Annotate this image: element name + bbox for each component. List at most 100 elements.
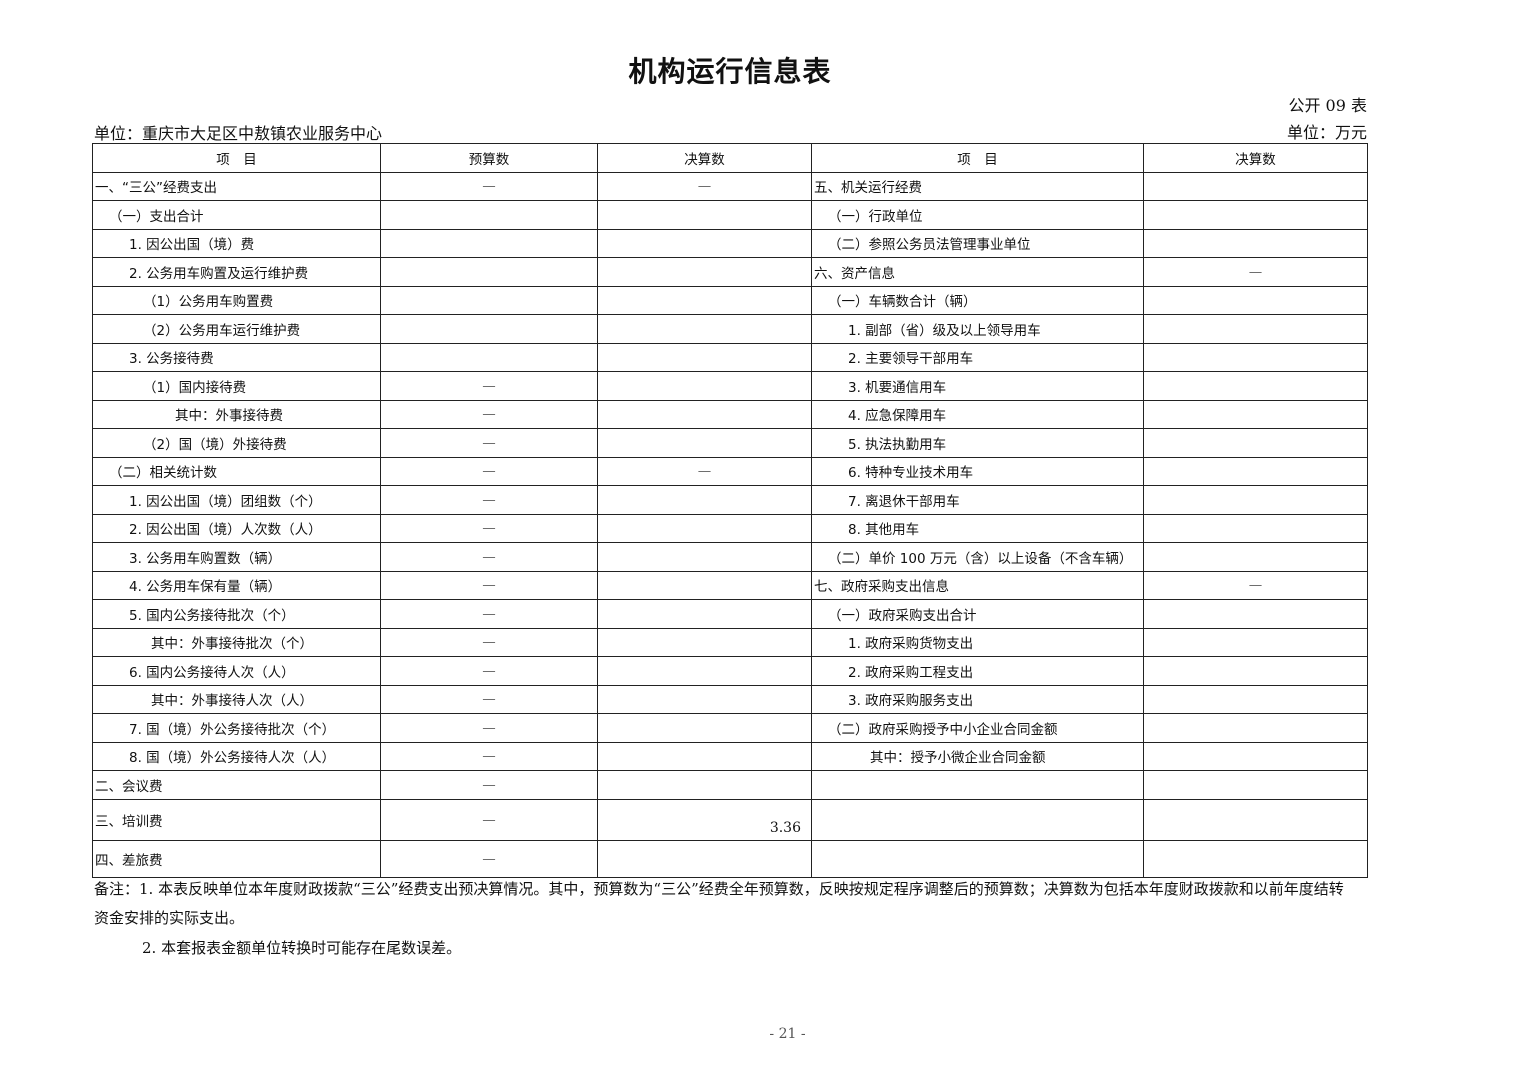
item-left: （2）国（境）外接待费: [92, 428, 381, 458]
table-row: （2）国（境）外接待费 — 5. 执法执勤用车: [92, 428, 1368, 458]
item-right: 1. 副部（省）级及以上领导用车: [811, 314, 1144, 344]
final-value-right: [1143, 171, 1368, 201]
item-right: （一）行政单位: [811, 200, 1144, 230]
table-row: （一）支出合计 （一）行政单位: [92, 200, 1368, 230]
info-table: 项 目 预算数 决算数 项 目 决算数 一、“三公”经费支出 — — 五、机关运行经费…: [92, 143, 1368, 878]
table-row: （2）公务用车运行维护费 1. 副部（省）级及以上领导用车: [92, 314, 1368, 344]
table-row: （二）相关统计数 — —6. 特种专业技术用车: [92, 456, 1368, 486]
item-left: 1. 因公出国（境）团组数（个）: [92, 485, 381, 515]
header-item-right: 项 目: [811, 143, 1144, 173]
final-value-left: [597, 257, 812, 287]
budget-value: —: [380, 713, 598, 743]
budget-value: —: [380, 371, 598, 401]
table-row: 其中：外事接待批次（个） — 1. 政府采购货物支出: [92, 627, 1368, 657]
final-value-right: [1143, 542, 1368, 572]
item-left: 2. 因公出国（境）人次数（人）: [92, 513, 381, 543]
final-value-left: [597, 599, 812, 629]
budget-value: —: [380, 599, 598, 629]
item-left: 4. 公务用车保有量（辆）: [92, 570, 381, 600]
budget-value: —: [380, 798, 598, 841]
final-value-right: [1143, 513, 1368, 543]
final-value-right: [1143, 627, 1368, 657]
final-value-left: [597, 371, 812, 401]
item-left: 1. 因公出国（境）费: [92, 228, 381, 258]
budget-value: [380, 314, 598, 344]
final-value-left: —: [597, 171, 812, 201]
item-left: 7. 国（境）外公务接待批次（个）: [92, 713, 381, 743]
item-left: 3. 公务接待费: [92, 342, 381, 372]
final-value-right: [1143, 314, 1368, 344]
item-right: 4. 应急保障用车: [811, 399, 1144, 429]
final-value-left: [597, 627, 812, 657]
final-value-right: —: [1143, 570, 1368, 600]
budget-value: —: [380, 570, 598, 600]
item-right: 其中：授予小微企业合同金额: [811, 741, 1144, 771]
budget-value: [380, 285, 598, 315]
table-row: 1. 因公出国（境）费 （二）参照公务员法管理事业单位: [92, 228, 1368, 258]
header-final-left: 决算数: [597, 143, 812, 173]
table-row: 3. 公务接待费 2. 主要领导干部用车: [92, 342, 1368, 372]
budget-value: —: [380, 770, 598, 800]
organization-unit: 单位：重庆市大足区中敖镇农业服务中心: [94, 124, 383, 143]
item-right: （二）参照公务员法管理事业单位: [811, 228, 1144, 258]
final-value-left: [597, 713, 812, 743]
final-value-left: [597, 741, 812, 771]
table-row: （1）国内接待费 — 3. 机要通信用车: [92, 371, 1368, 401]
final-value-left: [597, 285, 812, 315]
budget-value: [380, 257, 598, 287]
budget-value: —: [380, 684, 598, 714]
final-value-left: —: [597, 456, 812, 486]
final-value-left: [597, 656, 812, 686]
item-left: 一、“三公”经费支出: [92, 171, 381, 201]
final-value-right: [1143, 770, 1368, 800]
budget-value: —: [380, 513, 598, 543]
note-line-1: 备注：1. 本表反映单位本年度财政拨款“三公”经费支出预决算情况。其中，预算数为…: [94, 880, 1344, 898]
budget-value: —: [380, 428, 598, 458]
table-row: 一、“三公”经费支出 — — 五、机关运行经费: [92, 171, 1368, 201]
item-left: 3. 公务用车购置数（辆）: [92, 542, 381, 572]
money-unit: 单位：万元: [1286, 123, 1367, 142]
item-left: 8. 国（境）外公务接待人次（人）: [92, 741, 381, 771]
table-row: （1）公务用车购置费 （一）车辆数合计（辆）: [92, 285, 1368, 315]
final-value-right: [1143, 713, 1368, 743]
item-left: 四、差旅费: [92, 839, 381, 878]
final-value-left: [597, 228, 812, 258]
page-number: - 21 -: [769, 1026, 806, 1042]
budget-value: —: [380, 399, 598, 429]
final-value-right: [1143, 342, 1368, 372]
item-right: 5. 执法执勤用车: [811, 428, 1144, 458]
final-value-right: [1143, 741, 1368, 771]
note-line-3: 2. 本套报表金额单位转换时可能存在尾数误差。: [142, 939, 462, 957]
item-right: 六、资产信息: [811, 257, 1144, 287]
item-left: 2. 公务用车购置及运行维护费: [92, 257, 381, 287]
item-right: [811, 770, 1144, 800]
item-right: 7. 离退休干部用车: [811, 485, 1144, 515]
table-row: 7. 国（境）外公务接待批次（个） — （二）政府采购授予中小企业合同金额: [92, 713, 1368, 743]
final-value-left: [597, 684, 812, 714]
table-row: 二、会议费 —: [92, 770, 1368, 800]
table-row: 1. 因公出国（境）团组数（个） — 7. 离退休干部用车: [92, 485, 1368, 515]
table-row: 2. 公务用车购置及运行维护费 六、资产信息 —: [92, 257, 1368, 287]
header-row: 项 目 预算数 决算数 项 目 决算数: [92, 143, 1368, 173]
header-item-left: 项 目: [92, 143, 381, 173]
note-line-2: 资金安排的实际支出。: [94, 909, 245, 927]
item-right: 3. 政府采购服务支出: [811, 684, 1144, 714]
item-left: 二、会议费: [92, 770, 381, 800]
budget-value: [380, 342, 598, 372]
budget-value: [380, 228, 598, 258]
final-value-right: [1143, 228, 1368, 258]
item-left: （二）相关统计数: [92, 456, 381, 486]
table-row: 四、差旅费 —: [92, 839, 1368, 878]
item-right: 2. 政府采购工程支出: [811, 656, 1144, 686]
item-right: （二）单价 100 万元（含）以上设备（不含车辆）: [811, 542, 1144, 572]
final-value-right: [1143, 839, 1368, 878]
item-left: （1）公务用车购置费: [92, 285, 381, 315]
item-left: （2）公务用车运行维护费: [92, 314, 381, 344]
final-value-right: [1143, 428, 1368, 458]
item-right: 3. 机要通信用车: [811, 371, 1144, 401]
budget-value: —: [380, 741, 598, 771]
item-left: （一）支出合计: [92, 200, 381, 230]
item-left: （1）国内接待费: [92, 371, 381, 401]
table-row: 三、培训费 —3.36: [92, 798, 1368, 841]
final-value-right: [1143, 599, 1368, 629]
